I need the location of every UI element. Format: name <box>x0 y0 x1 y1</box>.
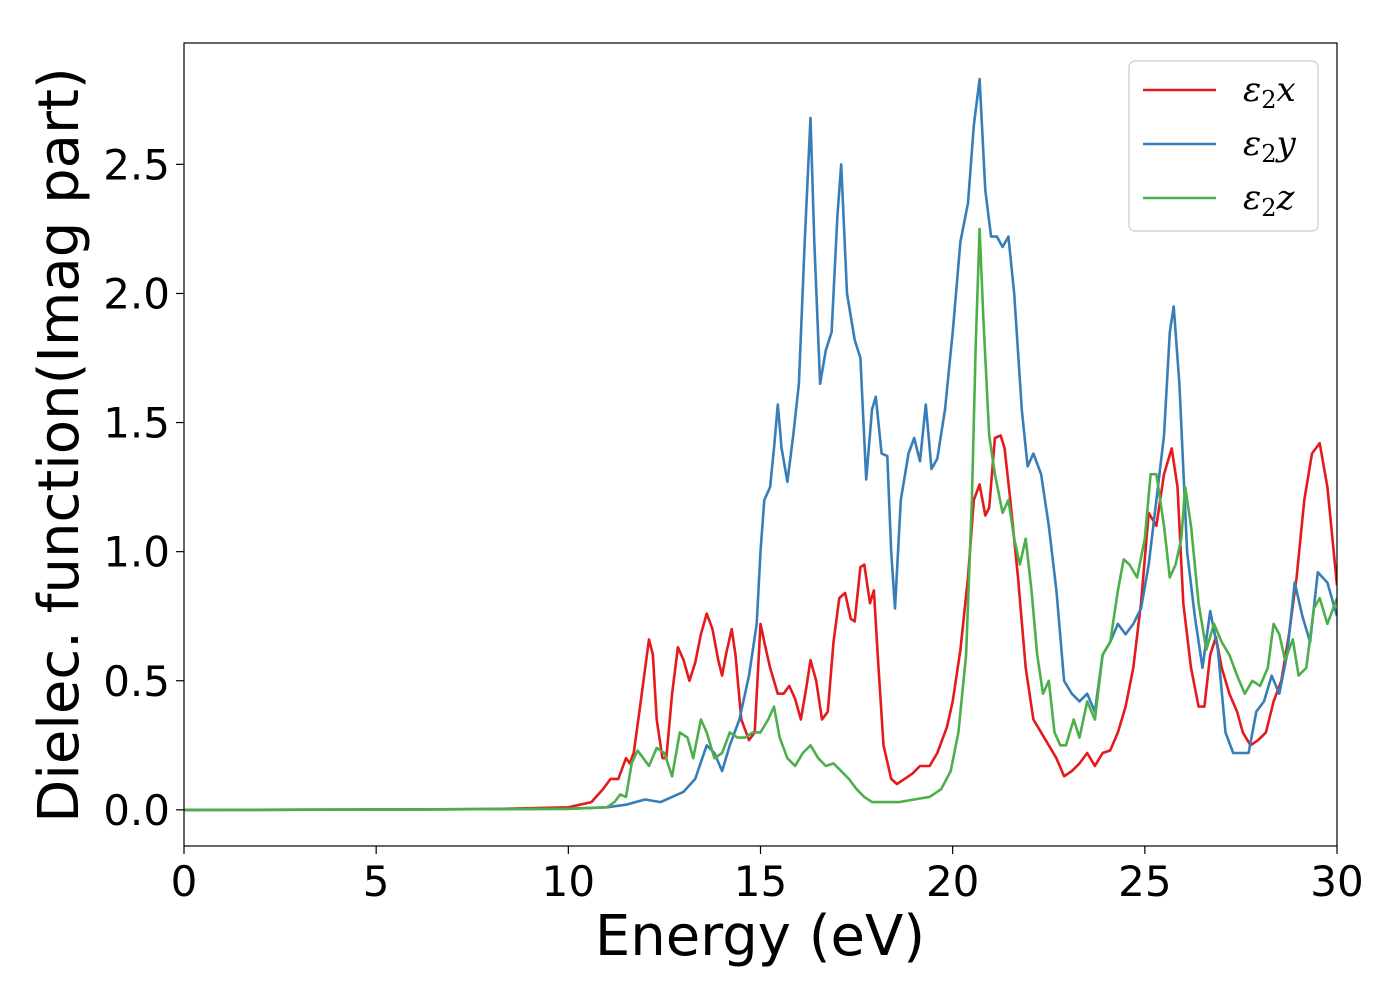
legend-label-y: ε2y <box>1243 124 1297 168</box>
x-tick-label: 0 <box>171 857 198 906</box>
y-tick-label: 0.0 <box>103 786 170 835</box>
y-axis-title: Dielec. function(Imag part) <box>27 67 92 823</box>
x-tick-label: 20 <box>926 857 979 906</box>
y-tick-label: 1.0 <box>103 528 170 577</box>
y-axis: 0.0 0.5 1.0 1.5 2.0 2.5 <box>103 140 184 835</box>
y-tick-label: 0.5 <box>103 657 170 706</box>
series-line-y <box>184 77 1337 812</box>
y-tick-label: 2.5 <box>103 140 170 189</box>
x-axis: 0 5 10 15 20 25 30 <box>171 846 1364 906</box>
x-axis-title: Energy (eV) <box>595 904 925 969</box>
series-layer <box>184 77 1337 812</box>
x-tick-label: 25 <box>1118 857 1171 906</box>
x-tick-label: 15 <box>734 857 787 906</box>
x-tick-label: 10 <box>542 857 595 906</box>
legend-box <box>1128 60 1319 232</box>
x-tick-label: 30 <box>1310 857 1363 906</box>
legend-label-z: ε2z <box>1243 178 1296 222</box>
legend-label-x: ε2x <box>1243 70 1296 114</box>
series-line-x <box>184 434 1337 812</box>
x-tick-label: 5 <box>363 857 390 906</box>
y-tick-label: 2.0 <box>103 269 170 318</box>
series-line-z <box>184 227 1337 812</box>
legend: ε2x ε2y ε2z <box>1128 60 1319 232</box>
y-tick-label: 1.5 <box>103 399 170 448</box>
